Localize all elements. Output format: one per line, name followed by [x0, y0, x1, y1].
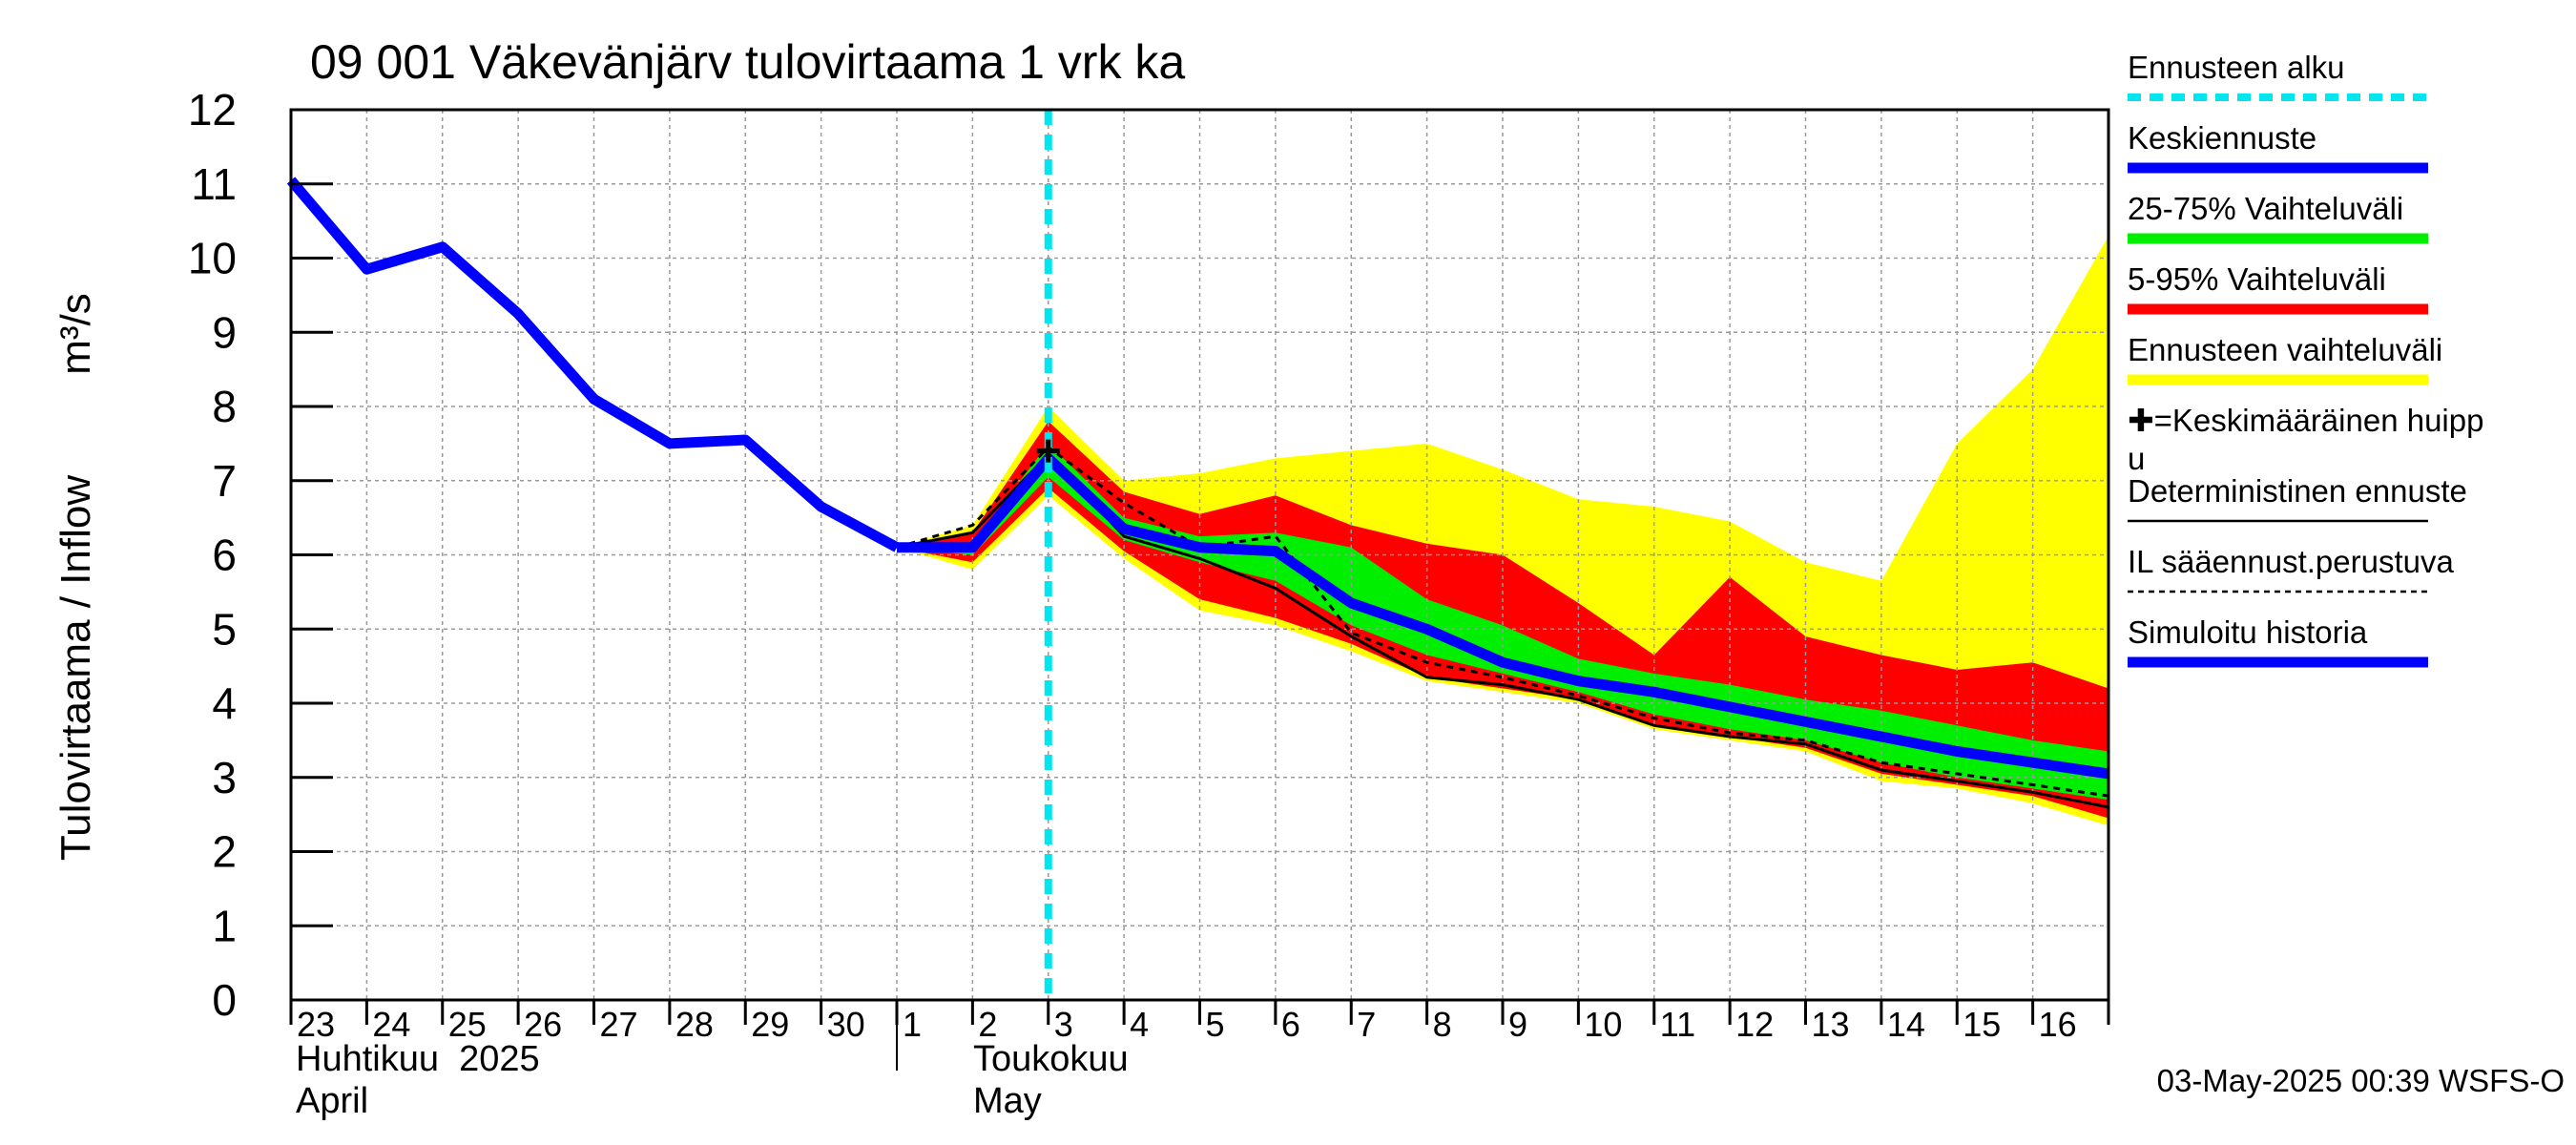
- x-tick-label: 3: [1054, 1005, 1073, 1044]
- legend-label: u: [2128, 441, 2145, 476]
- grid: [291, 110, 2109, 1000]
- legend-label: Keskiennuste: [2128, 120, 2316, 156]
- x-tick-label: 5: [1206, 1005, 1225, 1044]
- legend-label: Ennusteen alku: [2128, 50, 2345, 85]
- x-tick-label: 15: [1963, 1005, 2001, 1044]
- legend-label: 25-75% Vaihteluväli: [2128, 191, 2403, 226]
- x-tick-label: 1: [903, 1005, 922, 1044]
- series-lines: [286, 110, 2109, 1000]
- peak-marker: [1036, 439, 1060, 463]
- axes: [289, 108, 2110, 1071]
- chart-title: 09 001 Väkevänjärv tulovirtaama 1 vrk ka: [310, 35, 1185, 89]
- line-simulated-history: [286, 177, 900, 552]
- legend-label: IL sääennust.perustuva: [2128, 544, 2454, 579]
- x-tick-label: 2: [978, 1005, 997, 1044]
- x-tick-label: 29: [751, 1005, 789, 1044]
- y-tick-label: 8: [212, 382, 237, 431]
- y-tick-label: 12: [188, 85, 237, 135]
- x-tick-label: 28: [675, 1005, 714, 1044]
- x-tick-label: 8: [1433, 1005, 1452, 1044]
- x-tick-label: 14: [1887, 1005, 1925, 1044]
- y-tick-label: 10: [188, 234, 237, 283]
- y-tick-label: 6: [212, 531, 237, 580]
- x-tick-label: 24: [372, 1005, 410, 1044]
- timestamp-label: 03-May-2025 00:39 WSFS-O: [2157, 1063, 2565, 1098]
- y-tick-label: 4: [212, 678, 237, 728]
- y-tick-label: 3: [212, 753, 237, 802]
- y-tick-label: 7: [212, 456, 237, 506]
- legend-label: Deterministinen ennuste: [2128, 473, 2467, 509]
- x-tick-label: 4: [1130, 1005, 1149, 1044]
- y-tick-label: 11: [191, 159, 237, 209]
- x-tick-label: 13: [1812, 1005, 1850, 1044]
- x-tick-label: 9: [1508, 1005, 1527, 1044]
- band-25-75-vaihteluv-li: [897, 443, 2109, 801]
- month-label-en-april: April: [296, 1081, 368, 1121]
- x-tick-label: 12: [1735, 1005, 1774, 1044]
- y-axis-unit: m³/s: [52, 293, 99, 375]
- legend-label: Simuloitu historia: [2128, 614, 2368, 650]
- x-tick-label: 6: [1281, 1005, 1300, 1044]
- y-tick-label: 0: [212, 975, 237, 1025]
- line-weather-forecast-based: [896, 445, 2109, 798]
- x-tick-label: 11: [1660, 1005, 1695, 1044]
- month-label-en-may: May: [973, 1081, 1042, 1121]
- legend-label: ✚=Keskimääräinen huipp: [2128, 403, 2483, 438]
- y-axis-label: Tulovirtaama / Inflow: [52, 475, 99, 862]
- x-tick-label: 7: [1357, 1005, 1376, 1044]
- x-tick-labels: 23 24 25 26 27 28 29 30 1 2 3 4 5 6 7 8 9 10 11 12 13 14 15 16: [297, 1005, 2077, 1044]
- y-tick-label: 9: [212, 307, 237, 357]
- y-tick-label: 1: [212, 901, 237, 950]
- x-tick-label: 16: [2039, 1005, 2077, 1044]
- x-tick-label: 23: [297, 1005, 335, 1044]
- legend-label: Ennusteen vaihteluväli: [2128, 332, 2442, 367]
- legend: Ennusteen alku Keskiennuste 25-75% Vaihtel…: [2128, 50, 2483, 668]
- y-tick-label: 5: [212, 604, 237, 654]
- month-label-fi-april: Huhtikuu 2025: [296, 1039, 540, 1079]
- x-tick-label: 26: [524, 1005, 562, 1044]
- x-tick-label: 30: [827, 1005, 865, 1044]
- line-mean-forecast: [897, 452, 2109, 780]
- x-tick-label: 27: [600, 1005, 638, 1044]
- x-tick-label: 10: [1584, 1005, 1622, 1044]
- y-tick-label: 2: [212, 827, 237, 877]
- month-label-fi-may: Toukokuu: [973, 1039, 1129, 1079]
- legend-label: 5-95% Vaihteluväli: [2128, 261, 2386, 297]
- x-tick-label: 25: [448, 1005, 487, 1044]
